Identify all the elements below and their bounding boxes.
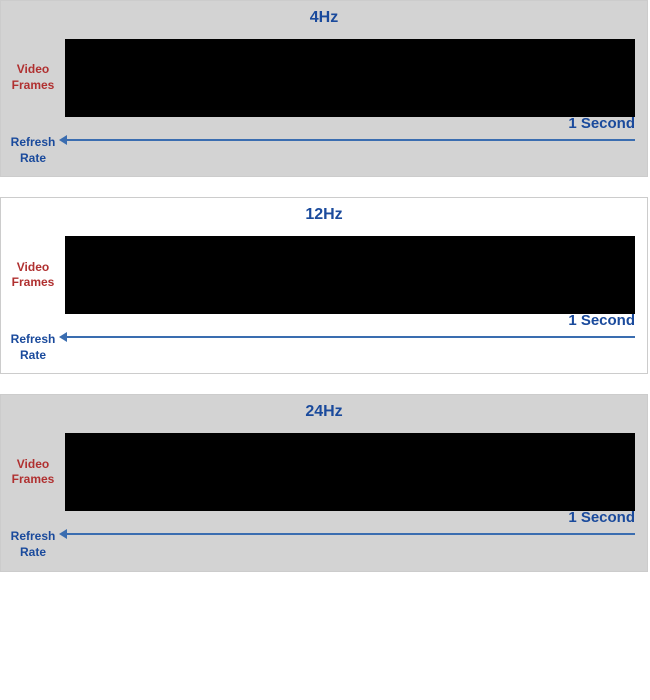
timeline <box>65 336 635 338</box>
video-frames-row: VideoFrames <box>1 433 647 511</box>
timeline-arrow <box>59 135 67 145</box>
video-frames-label: VideoFrames <box>1 62 65 93</box>
timeline-wrap: 1 Second <box>65 135 635 141</box>
video-frames-bar <box>65 236 635 314</box>
refresh-rate-row: RefreshRate1 Second <box>1 332 647 363</box>
refresh-rate-row: RefreshRate1 Second <box>1 529 647 560</box>
one-second-label: 1 Second <box>568 509 635 526</box>
panel-title: 4Hz <box>1 9 647 27</box>
timeline-arrow <box>59 529 67 539</box>
panel-title: 24Hz <box>1 403 647 421</box>
refresh-rate-label: RefreshRate <box>1 135 65 166</box>
video-frames-label: VideoFrames <box>1 260 65 291</box>
panel-title: 12Hz <box>1 206 647 224</box>
video-frames-bar <box>65 39 635 117</box>
refresh-panel: 24HzVideoFramesRefreshRate1 Second <box>0 394 648 571</box>
panel-gap <box>0 177 650 197</box>
video-frames-bar <box>65 433 635 511</box>
refresh-rate-label: RefreshRate <box>1 332 65 363</box>
video-frames-row: VideoFrames <box>1 39 647 117</box>
timeline-arrow <box>59 332 67 342</box>
video-frames-row: VideoFrames <box>1 236 647 314</box>
panel-gap <box>0 374 650 394</box>
refresh-rate-label: RefreshRate <box>1 529 65 560</box>
one-second-label: 1 Second <box>568 312 635 329</box>
timeline <box>65 533 635 535</box>
video-frames-label: VideoFrames <box>1 457 65 488</box>
refresh-rate-row: RefreshRate1 Second <box>1 135 647 166</box>
one-second-label: 1 Second <box>568 115 635 132</box>
timeline-wrap: 1 Second <box>65 529 635 535</box>
refresh-panel: 12HzVideoFramesRefreshRate1 Second <box>0 197 648 374</box>
timeline <box>65 139 635 141</box>
timeline-wrap: 1 Second <box>65 332 635 338</box>
refresh-panel: 4HzVideoFramesRefreshRate1 Second <box>0 0 648 177</box>
